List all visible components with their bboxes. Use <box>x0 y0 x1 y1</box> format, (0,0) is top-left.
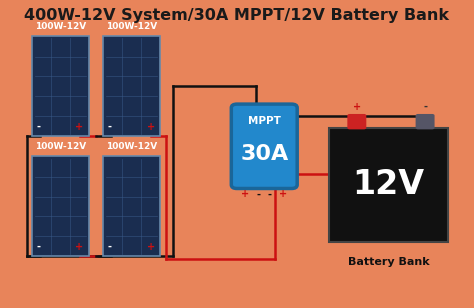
Text: -: - <box>36 242 41 252</box>
FancyBboxPatch shape <box>329 128 448 242</box>
Text: +: + <box>75 242 83 252</box>
Text: -: - <box>257 189 261 199</box>
Text: +: + <box>353 102 361 112</box>
FancyBboxPatch shape <box>416 114 435 129</box>
Text: +: + <box>146 122 155 132</box>
Text: -: - <box>108 122 112 132</box>
Text: 12V: 12V <box>353 168 425 201</box>
Text: 30A: 30A <box>240 144 288 164</box>
Text: -: - <box>108 242 112 252</box>
FancyBboxPatch shape <box>103 36 160 136</box>
FancyBboxPatch shape <box>231 104 297 188</box>
Text: 100W-12V: 100W-12V <box>106 142 157 151</box>
Text: +: + <box>279 189 287 199</box>
FancyBboxPatch shape <box>103 156 160 256</box>
Text: 400W-12V System/30A MPPT/12V Battery Bank: 400W-12V System/30A MPPT/12V Battery Ban… <box>25 8 449 23</box>
FancyBboxPatch shape <box>347 114 366 129</box>
Text: -: - <box>268 189 272 199</box>
Text: +: + <box>146 242 155 252</box>
Text: +: + <box>75 122 83 132</box>
FancyBboxPatch shape <box>32 36 89 136</box>
Text: +: + <box>241 189 249 199</box>
Text: MPPT: MPPT <box>248 116 281 126</box>
Text: Battery Bank: Battery Bank <box>348 257 429 267</box>
Text: 100W-12V: 100W-12V <box>35 22 86 31</box>
FancyBboxPatch shape <box>32 156 89 256</box>
Text: -: - <box>423 102 427 112</box>
Text: 100W-12V: 100W-12V <box>35 142 86 151</box>
Text: -: - <box>36 122 41 132</box>
Text: 100W-12V: 100W-12V <box>106 22 157 31</box>
